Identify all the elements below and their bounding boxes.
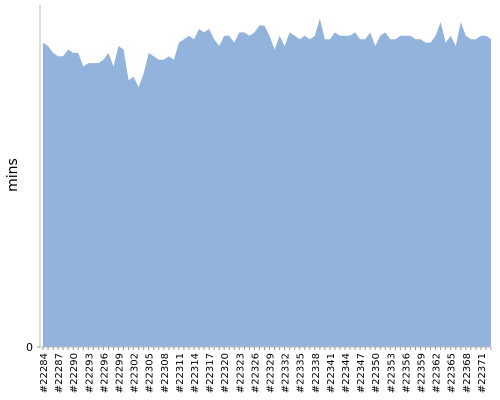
x-tick-label: #22335: [296, 353, 307, 393]
x-tick-label: #22326: [250, 353, 261, 393]
x-tick-label: #22320: [220, 353, 231, 393]
x-tick-label: #22308: [160, 353, 171, 393]
x-tick-label: #22365: [447, 353, 458, 393]
x-tick-label: #22290: [69, 353, 80, 393]
x-tick-label: #22314: [190, 353, 201, 393]
x-tick-label: #22296: [99, 353, 110, 393]
x-tick-label: #22359: [417, 353, 428, 393]
x-tick-label: #22323: [235, 353, 246, 393]
x-tick-label: #22371: [477, 353, 488, 393]
x-tick-label: #22287: [54, 353, 65, 393]
x-tick-label: #22344: [341, 353, 352, 393]
x-tick-label: #22362: [432, 353, 443, 393]
x-tick-label: #22350: [371, 353, 382, 393]
x-tick-label: #22305: [145, 353, 156, 393]
x-tick-label: #22299: [115, 353, 126, 393]
y-axis-label: mins: [5, 158, 21, 192]
x-tick-label: #22332: [281, 353, 292, 393]
x-tick-label: #22347: [356, 353, 367, 393]
x-tick-label: #22353: [386, 353, 397, 393]
x-tick-label: #22341: [326, 353, 337, 393]
x-tick-label: #22356: [401, 353, 412, 393]
y-tick-label: 0: [26, 341, 33, 354]
x-tick-label: #22338: [311, 353, 322, 393]
x-tick-label: #22329: [266, 353, 277, 393]
x-tick-label: #22302: [130, 353, 141, 393]
x-tick-label: #22284: [39, 353, 50, 393]
x-tick-label: #22368: [462, 353, 473, 393]
x-tick-label: #22311: [175, 353, 186, 393]
area: [43, 18, 491, 348]
x-tick-label: #22293: [84, 353, 95, 393]
x-tick-label: #22317: [205, 353, 216, 393]
